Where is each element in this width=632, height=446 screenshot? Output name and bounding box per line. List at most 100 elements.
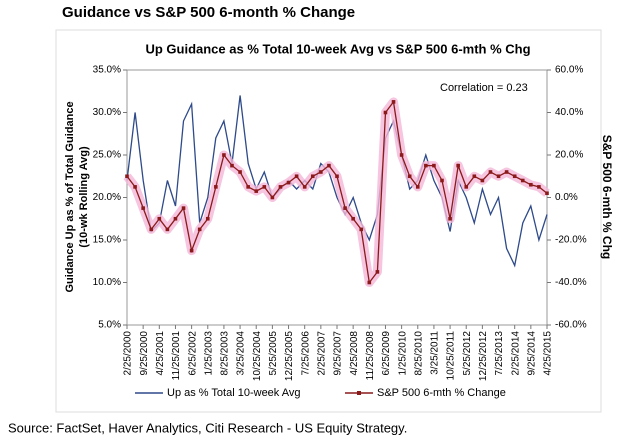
x-tick-label: 11/25/2008 bbox=[365, 331, 376, 381]
y-axis-label: (10-wk Rolling Avg) bbox=[78, 146, 90, 248]
series-marker bbox=[278, 185, 283, 189]
series-marker bbox=[165, 227, 170, 232]
series-marker bbox=[488, 170, 493, 174]
y-tick-label: 35.0% bbox=[93, 65, 121, 76]
series-marker bbox=[415, 185, 420, 189]
series-marker bbox=[189, 248, 194, 253]
series-marker bbox=[205, 216, 210, 221]
series-marker bbox=[512, 174, 517, 179]
y2-tick-label: -60.0% bbox=[555, 320, 587, 331]
series-marker bbox=[432, 163, 436, 168]
series-marker bbox=[133, 185, 137, 189]
series-marker bbox=[456, 163, 460, 168]
series-marker bbox=[270, 195, 275, 200]
y-tick-label: 25.0% bbox=[93, 150, 121, 161]
series-marker bbox=[254, 189, 259, 193]
y2-tick-label: 40.0% bbox=[555, 107, 583, 118]
x-tick-label: 9/25/2014 bbox=[526, 331, 537, 376]
y-axis-label: Guidance Up as % of Total Guidance bbox=[64, 101, 76, 292]
y2-tick-label: -40.0% bbox=[555, 277, 587, 288]
y2-tick-label: 20.0% bbox=[555, 150, 583, 161]
series-marker bbox=[125, 174, 129, 179]
series-marker bbox=[472, 174, 477, 179]
series-marker bbox=[238, 170, 242, 174]
series-marker bbox=[529, 182, 533, 187]
legend-label: Up as % Total 10-week Avg bbox=[167, 387, 301, 399]
series-marker bbox=[343, 206, 347, 210]
x-tick-label: 8/25/2003 bbox=[220, 331, 231, 376]
series-marker bbox=[480, 178, 485, 183]
x-tick-label: 4/25/2001 bbox=[155, 331, 166, 376]
series-marker bbox=[359, 227, 364, 232]
series-marker bbox=[319, 170, 323, 174]
x-tick-label: 2/25/2000 bbox=[123, 331, 134, 376]
series-marker bbox=[141, 206, 145, 210]
series-marker bbox=[537, 185, 541, 189]
annotation: Correlation = 0.23 bbox=[440, 82, 528, 94]
series-marker bbox=[173, 216, 178, 221]
legend-label: S&P 500 6-mth % Change bbox=[377, 387, 506, 399]
series-marker bbox=[351, 216, 355, 221]
x-tick-label: 5/25/2012 bbox=[462, 331, 473, 376]
series-marker bbox=[310, 174, 315, 179]
y-tick-label: 10.0% bbox=[93, 277, 121, 288]
series-marker bbox=[197, 227, 202, 232]
x-tick-label: 10/25/2004 bbox=[252, 331, 263, 381]
x-tick-label: 5/25/2005 bbox=[268, 331, 279, 376]
x-tick-label: 9/25/2007 bbox=[333, 331, 344, 376]
y2-tick-label: 60.0% bbox=[555, 65, 583, 76]
series-marker bbox=[424, 163, 428, 168]
x-tick-label: 3/25/2011 bbox=[430, 331, 441, 375]
series-marker bbox=[286, 180, 291, 185]
series-marker bbox=[222, 153, 226, 157]
x-tick-label: 7/25/2006 bbox=[300, 331, 311, 376]
series-marker bbox=[440, 178, 444, 183]
series-marker bbox=[262, 185, 267, 189]
chart-frame bbox=[55, 29, 602, 413]
series-marker bbox=[230, 163, 234, 168]
x-tick-label: 1/25/2010 bbox=[397, 331, 408, 376]
series-marker bbox=[391, 100, 396, 104]
series-marker bbox=[327, 163, 331, 168]
y-tick-label: 5.0% bbox=[98, 320, 121, 331]
series-marker bbox=[383, 110, 388, 115]
series-marker bbox=[335, 174, 339, 179]
x-tick-label: 1/25/2003 bbox=[203, 331, 214, 376]
series-marker bbox=[302, 185, 307, 189]
series-marker bbox=[407, 174, 412, 179]
series-marker bbox=[181, 206, 186, 210]
series-marker bbox=[399, 153, 404, 157]
x-tick-label: 2/25/2007 bbox=[316, 331, 327, 376]
x-tick-label: 12/25/2005 bbox=[284, 331, 295, 381]
y-tick-label: 20.0% bbox=[93, 192, 121, 203]
series-line bbox=[126, 95, 548, 268]
y2-axis-label: S&P 500 6-mth % Chg bbox=[600, 135, 614, 259]
y2-tick-label: -20.0% bbox=[555, 235, 587, 246]
series-marker bbox=[545, 191, 549, 196]
x-tick-label: 6/25/2002 bbox=[187, 331, 198, 376]
series-marker bbox=[214, 185, 218, 189]
x-tick-label: 12/25/2012 bbox=[478, 331, 489, 381]
x-tick-label: 4/25/2015 bbox=[543, 331, 554, 376]
series-marker bbox=[294, 174, 299, 179]
x-tick-label: 10/25/2011 bbox=[446, 331, 457, 381]
y-tick-label: 30.0% bbox=[93, 107, 121, 118]
series-marker bbox=[375, 270, 380, 274]
x-tick-label: 7/25/2013 bbox=[494, 331, 505, 376]
series-marker bbox=[448, 216, 452, 221]
series-marker bbox=[246, 185, 250, 189]
x-tick-label: 2/25/2014 bbox=[510, 331, 521, 376]
x-tick-label: 11/25/2001 bbox=[171, 331, 182, 381]
series-marker bbox=[157, 216, 162, 221]
x-tick-label: 4/25/2008 bbox=[349, 331, 360, 376]
page-title: Guidance vs S&P 500 6-month % Change bbox=[62, 4, 355, 21]
series-marker bbox=[520, 178, 525, 183]
y2-tick-label: 0.0% bbox=[555, 192, 578, 203]
series-marker bbox=[149, 227, 154, 232]
source: Source: FactSet, Haver Analytics, Citi R… bbox=[8, 420, 407, 435]
x-tick-label: 6/25/2009 bbox=[381, 331, 392, 376]
series-marker bbox=[504, 170, 509, 174]
series-marker bbox=[367, 280, 372, 285]
series-marker bbox=[496, 174, 501, 179]
